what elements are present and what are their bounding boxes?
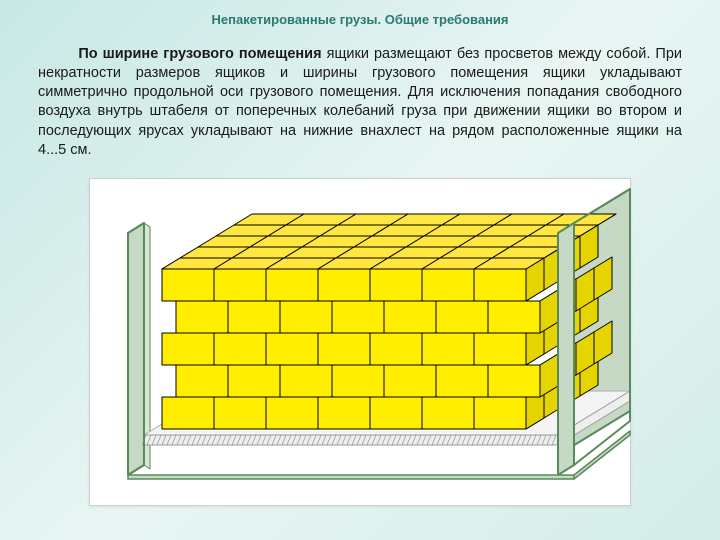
page-title: Непакетированные грузы. Общие требования: [0, 0, 720, 27]
cargo-diagram: [89, 178, 631, 506]
main-paragraph: По ширине грузового помещения ящики разм…: [0, 27, 720, 160]
paragraph-lead: По ширине грузового помещения: [78, 46, 321, 62]
paragraph-rest: ящики размещают без просветов между собо…: [38, 46, 682, 158]
